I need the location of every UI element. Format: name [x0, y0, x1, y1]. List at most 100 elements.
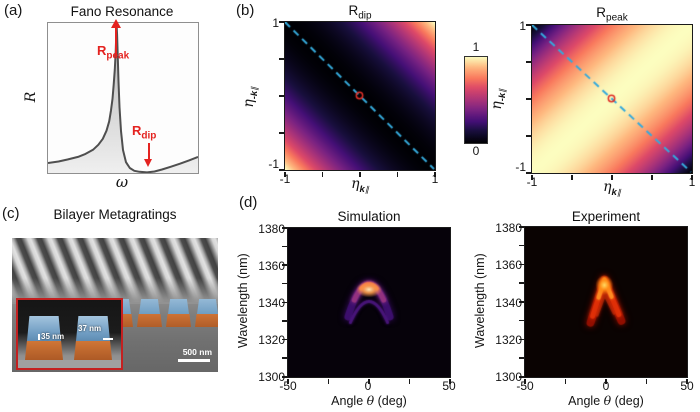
- rdip-annotation-main: R: [132, 123, 142, 138]
- pillar-bottom-layer: [195, 314, 218, 327]
- axis-tick: [531, 174, 533, 180]
- sim-ytick-1320: 1320: [258, 333, 285, 347]
- rpeak-ylabel-sub: -k: [496, 92, 508, 102]
- axis-tick: [281, 282, 287, 285]
- scalebar-label: 500 nm: [182, 347, 212, 357]
- exp-xlabel: Angle θ (deg): [525, 393, 687, 408]
- axis-tick: [564, 378, 567, 384]
- axis-tick: [449, 378, 451, 384]
- axis-tick: [281, 320, 287, 322]
- inset-pillar: [74, 316, 112, 360]
- axis-tick: [284, 171, 286, 177]
- measure-tick-icon: [38, 333, 40, 340]
- inset-substrate: [18, 360, 121, 368]
- axis-tick: [359, 171, 361, 177]
- rdip-annotation-sub: dip: [141, 130, 157, 142]
- panel-a-title: Fano Resonance: [70, 4, 174, 19]
- rpeak-annotation: Rpeak: [97, 43, 129, 62]
- rpeak-ylabel: η-k∥: [489, 79, 508, 119]
- axis-tick: [281, 357, 287, 359]
- axis-tick: [525, 172, 531, 174]
- pillar-bottom-layer: [137, 314, 162, 327]
- metagrating-pillar: [137, 299, 162, 327]
- exp-xlabel-pre: Angle: [568, 394, 604, 408]
- axis-tick: [281, 376, 287, 378]
- axis-tick: [518, 357, 524, 359]
- measurement-left-text: 35 nm: [41, 332, 65, 341]
- rdip-xtick-right: 1: [431, 172, 439, 186]
- axis-tick: [281, 227, 287, 229]
- inset-pillar-bottom-layer: [25, 341, 63, 360]
- colorbar-bottom-label: 0: [472, 144, 480, 158]
- axis-tick: [278, 169, 284, 171]
- rdip-xlabel-sub: k: [359, 184, 365, 196]
- measurement-right-text: 37 nm: [78, 324, 102, 333]
- exp-xtick-0: 0: [602, 379, 610, 393]
- axis-tick: [281, 338, 287, 341]
- rpeak-annotation-sub: peak: [106, 50, 130, 62]
- pillar-bottom-layer: [166, 314, 191, 327]
- panel-d-label: (d): [239, 194, 258, 211]
- sim-xtick-0: 0: [364, 379, 372, 393]
- exp-ytick-1300: 1300: [495, 370, 522, 384]
- panel-c-title: Bilayer Metagratings: [53, 207, 177, 222]
- rpeak-title: Rpeak: [532, 5, 692, 24]
- measurement-label-left: 35 nm: [38, 332, 64, 341]
- rdip-xlabel-parallel: ∥: [364, 185, 369, 195]
- colorbar-top-label: 1: [472, 40, 480, 54]
- sem-inset: 35 nm 37 nm: [16, 298, 123, 370]
- axis-tick: [518, 282, 524, 284]
- rdip-xlabel: ηk∥: [330, 175, 390, 195]
- rpeak-ytick-bottom: -1: [515, 160, 526, 174]
- axis-tick: [281, 301, 287, 304]
- metagrating-pillar: [195, 299, 218, 327]
- simulation-title: Simulation: [337, 209, 401, 224]
- pillar-top-layer: [168, 299, 189, 314]
- sim-ylabel: Wavelength (nm): [236, 253, 250, 348]
- axis-tick: [645, 378, 648, 384]
- rpeak-xlabel: ηk∥: [582, 178, 642, 198]
- rdip-ytick-top: 1: [272, 16, 279, 30]
- simulation-heatmap: [281, 227, 451, 384]
- experiment-heatmap-canvas: [525, 227, 687, 377]
- axis-tick: [611, 174, 613, 180]
- inset-pillar-bottom-layer: [74, 341, 112, 360]
- axis-tick: [518, 226, 524, 228]
- rpeak-ylabel-parallel: ∥: [497, 88, 507, 93]
- rpeak-xtick-right: 1: [688, 175, 696, 189]
- sim-xlabel: Angle θ (deg): [288, 393, 450, 408]
- axis-tick: [525, 135, 531, 137]
- axis-tick: [518, 244, 524, 247]
- axis-tick: [525, 61, 531, 63]
- rpeak-ytick-top: 1: [519, 19, 526, 33]
- axis-tick: [571, 174, 573, 180]
- fano-xlabel: ω: [115, 173, 129, 191]
- peak-arrow-shaft: [114, 27, 118, 57]
- rdip-title-main: R: [348, 3, 359, 18]
- axis-tick: [525, 98, 531, 100]
- axis-tick: [278, 132, 284, 134]
- rdip-ylabel: η-k∥: [241, 77, 260, 117]
- axis-tick: [518, 319, 524, 322]
- rdip-ylabel-eta: η: [240, 99, 257, 108]
- sim-xtick-m50: -50: [279, 379, 297, 393]
- axis-tick: [691, 174, 693, 180]
- rpeak-title-main: R: [596, 5, 607, 20]
- panel-a-label: (a): [4, 2, 23, 19]
- rpeak-heatmap: [525, 24, 693, 180]
- axis-tick: [651, 174, 653, 180]
- pillar-top-layer: [197, 299, 218, 314]
- simulation-heatmap-canvas: [288, 228, 450, 377]
- rdip-annotation: Rdip: [132, 123, 156, 142]
- sim-xlabel-pre: Angle: [331, 394, 367, 408]
- sem-image: 35 nm 37 nm 500 nm: [12, 238, 218, 372]
- rdip-title: Rdip: [285, 3, 435, 22]
- rdip-xtick-left: -1: [279, 172, 291, 186]
- axis-tick: [524, 378, 526, 384]
- axis-tick: [278, 21, 284, 23]
- axis-tick: [278, 95, 284, 97]
- axis-tick: [518, 376, 524, 378]
- sim-xlabel-theta: θ: [366, 393, 375, 408]
- exp-ytick-1340: 1340: [495, 296, 522, 310]
